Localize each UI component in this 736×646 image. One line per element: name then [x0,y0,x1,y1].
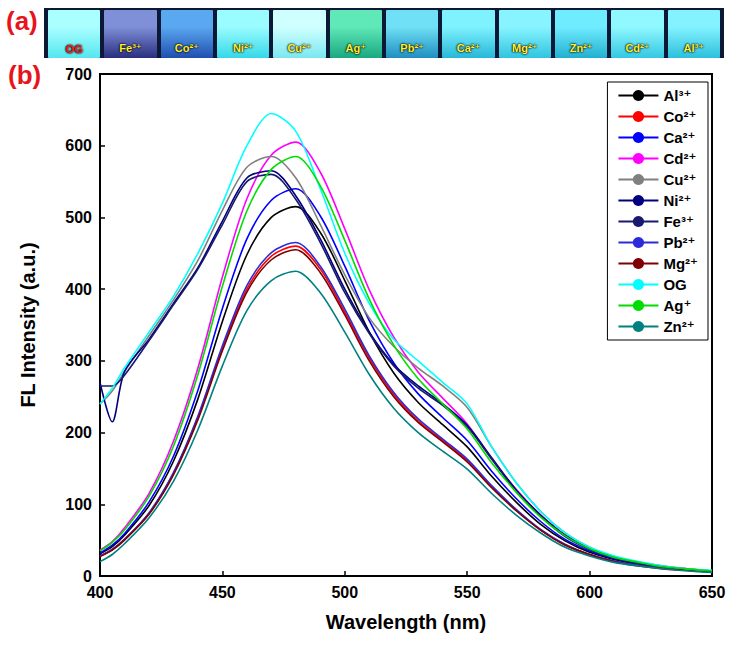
html-text:Pb²⁺: Pb²⁺ [400,42,424,54]
html-text:Co²⁺: Co²⁺ [174,42,199,54]
svg-text:Ni²⁺: Ni²⁺ [663,192,691,209]
html-text:(a): (a) [6,6,38,36]
html-text:OG: OG [65,43,83,55]
svg-text:550: 550 [454,584,481,601]
svg-text:600: 600 [576,584,603,601]
html-text:Ni²⁺: Ni²⁺ [232,42,254,54]
svg-text:OG: OG [663,276,686,293]
svg-text:200: 200 [65,424,92,441]
html-text:(b): (b) [8,60,42,90]
svg-text:400: 400 [87,584,114,601]
html-text:Ag⁺: Ag⁺ [345,42,366,54]
svg-text:Fe³⁺: Fe³⁺ [663,213,693,230]
svg-text:450: 450 [209,584,236,601]
svg-text:Wavelength (nm): Wavelength (nm) [326,611,486,633]
svg-text:FL Intensity (a.u.): FL Intensity (a.u.) [17,242,39,407]
svg-text:Cd²⁺: Cd²⁺ [663,150,696,167]
svg-text:300: 300 [65,352,92,369]
svg-text:500: 500 [65,209,92,226]
svg-text:Ag⁺: Ag⁺ [663,297,691,314]
html-text:Al³⁺: Al³⁺ [683,42,704,54]
svg-text:Co²⁺: Co²⁺ [663,108,696,125]
html-text:Fe³⁺: Fe³⁺ [119,42,142,54]
html-text:Cu²⁺: Cu²⁺ [287,42,312,54]
svg-text:Pb²⁺: Pb²⁺ [663,234,695,251]
svg-text:700: 700 [65,66,92,83]
html-text:Mg²⁺: Mg²⁺ [512,42,538,54]
svg-text:Mg²⁺: Mg²⁺ [663,255,698,272]
svg-text:Cu²⁺: Cu²⁺ [663,171,696,188]
svg-text:Zn²⁺: Zn²⁺ [663,318,694,335]
html-text:Ca²⁺: Ca²⁺ [456,42,481,54]
svg-text:400: 400 [65,281,92,298]
html-text:Cd²⁺: Cd²⁺ [625,42,650,54]
svg-text:Ca²⁺: Ca²⁺ [663,129,695,146]
html-text:Zn²⁺: Zn²⁺ [569,42,593,54]
svg-text:100: 100 [65,496,92,513]
svg-text:0: 0 [83,568,92,585]
svg-text:650: 650 [699,584,726,601]
svg-text:600: 600 [65,137,92,154]
svg-text:500: 500 [331,584,358,601]
svg-text:Al³⁺: Al³⁺ [663,87,691,104]
